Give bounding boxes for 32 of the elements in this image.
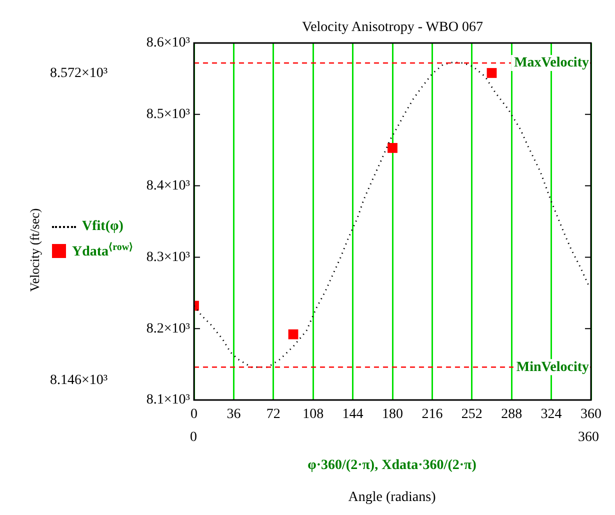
x-tick-label: 36 [226,407,241,422]
x-tick-label: 288 [501,407,522,422]
text: 8.572×10³ [50,66,108,82]
x-tick-label: 0 [190,407,198,422]
y-tick-label: 8.5×10³ [146,107,190,122]
ref-line-label: MaxVelocity [514,56,589,71]
x-tick-label: 216 [422,407,443,422]
x-tick-label: 252 [461,407,482,422]
y-tick-label: 8.1×10³ [146,392,190,408]
x-tick-label: 360 [580,407,602,422]
point [288,329,298,340]
x-tick-label: 180 [382,407,403,422]
text: Angle (radians) [348,490,436,506]
ref-line-label: MinVelocity [516,360,589,375]
text: 360 [578,430,599,446]
x-tick-label: 72 [266,407,280,422]
y-tick-label: 8.4×10³ [146,178,190,194]
chart-title: Velocity Anisotropy - WBO 067 [301,20,484,36]
y-tick-label: 8.3×10³ [146,250,190,265]
x-tick-label: 324 [540,407,562,422]
y-tick-label: 8.6×10³ [146,36,190,51]
point [388,143,398,153]
text: 0 [190,430,197,446]
point [486,68,497,78]
x-tick-label: 108 [302,407,324,422]
text: Velocity (ft/sec) [27,208,43,292]
legend-label: Ydata$^{⟨row⟩}$ [72,241,134,261]
legend-label: Vfit(φ) [82,219,124,235]
text: φ·360/(2·π), Xdata·360/(2·π) [308,458,476,474]
text: 8.146×10³ [50,373,108,389]
x-tick-label: 144 [342,407,364,422]
y-tick-label: 8.2×10³ [146,321,190,336]
